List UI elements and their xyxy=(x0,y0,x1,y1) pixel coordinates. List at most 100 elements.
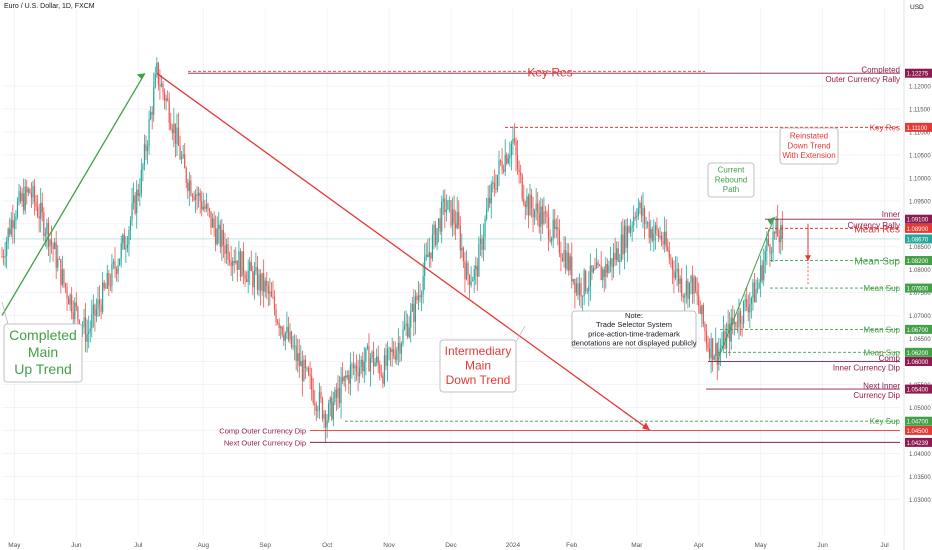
candle xyxy=(338,376,341,408)
candle xyxy=(244,270,246,287)
candle-body xyxy=(252,271,254,288)
candle-body xyxy=(645,222,647,224)
y-tick-label: 1.03000 xyxy=(909,498,931,504)
candle-body xyxy=(739,311,742,324)
candle-body xyxy=(377,356,379,365)
candle xyxy=(196,186,198,211)
candle-body xyxy=(507,158,509,164)
candle-body xyxy=(50,239,53,245)
candle xyxy=(194,189,197,214)
candle-body xyxy=(495,188,497,190)
candle-body xyxy=(294,345,296,347)
candle-body xyxy=(228,259,231,262)
x-tick-label: Nov xyxy=(383,542,395,549)
candle xyxy=(218,211,220,244)
candle-body xyxy=(733,321,735,324)
price-badge-text: 1.04239 xyxy=(907,441,929,447)
candle xyxy=(496,174,499,193)
candle xyxy=(391,337,393,367)
candle-body xyxy=(47,222,50,247)
candle-body xyxy=(326,420,328,428)
candle-body xyxy=(619,260,621,262)
down-trend-arrowhead xyxy=(642,422,650,431)
candle-body xyxy=(227,244,229,260)
candle-body xyxy=(184,154,186,169)
candle xyxy=(275,303,277,326)
price-badge: 1.06700 xyxy=(905,324,932,334)
candle-body xyxy=(346,374,348,378)
candle xyxy=(608,260,610,274)
candle-body xyxy=(470,281,472,286)
candle-body xyxy=(249,261,251,271)
candle xyxy=(441,195,443,244)
candle xyxy=(210,211,212,235)
candle xyxy=(241,251,243,277)
candle-body xyxy=(512,138,514,144)
candle-body xyxy=(755,289,757,303)
candle-body xyxy=(13,220,15,229)
candle xyxy=(534,208,536,225)
candle-body xyxy=(117,265,119,274)
candle-body xyxy=(591,265,593,273)
candle-body xyxy=(196,194,198,196)
candle-body xyxy=(722,331,725,346)
candle-body xyxy=(219,224,221,247)
candle-body xyxy=(297,353,299,361)
candle-body xyxy=(57,258,59,268)
candle-body xyxy=(315,404,317,412)
candle-body xyxy=(702,305,704,324)
candle xyxy=(760,255,762,298)
candle xyxy=(179,135,181,161)
candle xyxy=(331,390,333,422)
candle-body xyxy=(201,201,203,210)
candle-body xyxy=(253,271,255,288)
candle-body xyxy=(369,357,372,372)
candle xyxy=(250,250,252,272)
candle xyxy=(665,219,667,252)
candle-body xyxy=(647,222,649,224)
candle-body xyxy=(425,254,427,258)
candle-body xyxy=(555,226,557,230)
comp-label: Comp xyxy=(879,354,901,363)
candle xyxy=(439,207,441,236)
down-trend-box-text: Down Trend xyxy=(446,373,511,387)
candle-body xyxy=(493,182,495,189)
candle-body xyxy=(448,200,451,202)
candle-body xyxy=(664,231,666,245)
candle-body xyxy=(756,288,759,290)
candle-body xyxy=(602,269,604,281)
price-badge: 1.06200 xyxy=(905,347,932,357)
candle-body xyxy=(472,279,474,282)
candle-body xyxy=(509,155,511,159)
candle-body xyxy=(61,269,63,285)
candle xyxy=(670,254,672,268)
candle-body xyxy=(7,228,9,242)
candle-body xyxy=(574,279,576,293)
candle-body xyxy=(154,73,156,88)
candle-body xyxy=(46,222,48,234)
candle-body xyxy=(611,258,613,268)
candle-body xyxy=(506,154,508,164)
candle xyxy=(334,387,336,406)
x-tick-label: Jul xyxy=(134,542,143,549)
candle xyxy=(354,362,356,382)
candle-body xyxy=(442,198,444,202)
candle xyxy=(630,219,632,237)
price-badge-text: 1.04700 xyxy=(907,420,929,426)
candle xyxy=(165,94,167,111)
candle-body xyxy=(190,180,192,196)
candle-body xyxy=(236,260,238,270)
candle-body xyxy=(510,143,512,156)
candle-body xyxy=(225,244,228,255)
candle-body xyxy=(242,251,245,275)
candle-body xyxy=(616,248,618,260)
candle-body xyxy=(770,252,773,254)
price-badge: 1.05400 xyxy=(905,384,932,394)
candle xyxy=(453,195,455,236)
candle xyxy=(455,210,457,240)
candle xyxy=(527,193,530,229)
